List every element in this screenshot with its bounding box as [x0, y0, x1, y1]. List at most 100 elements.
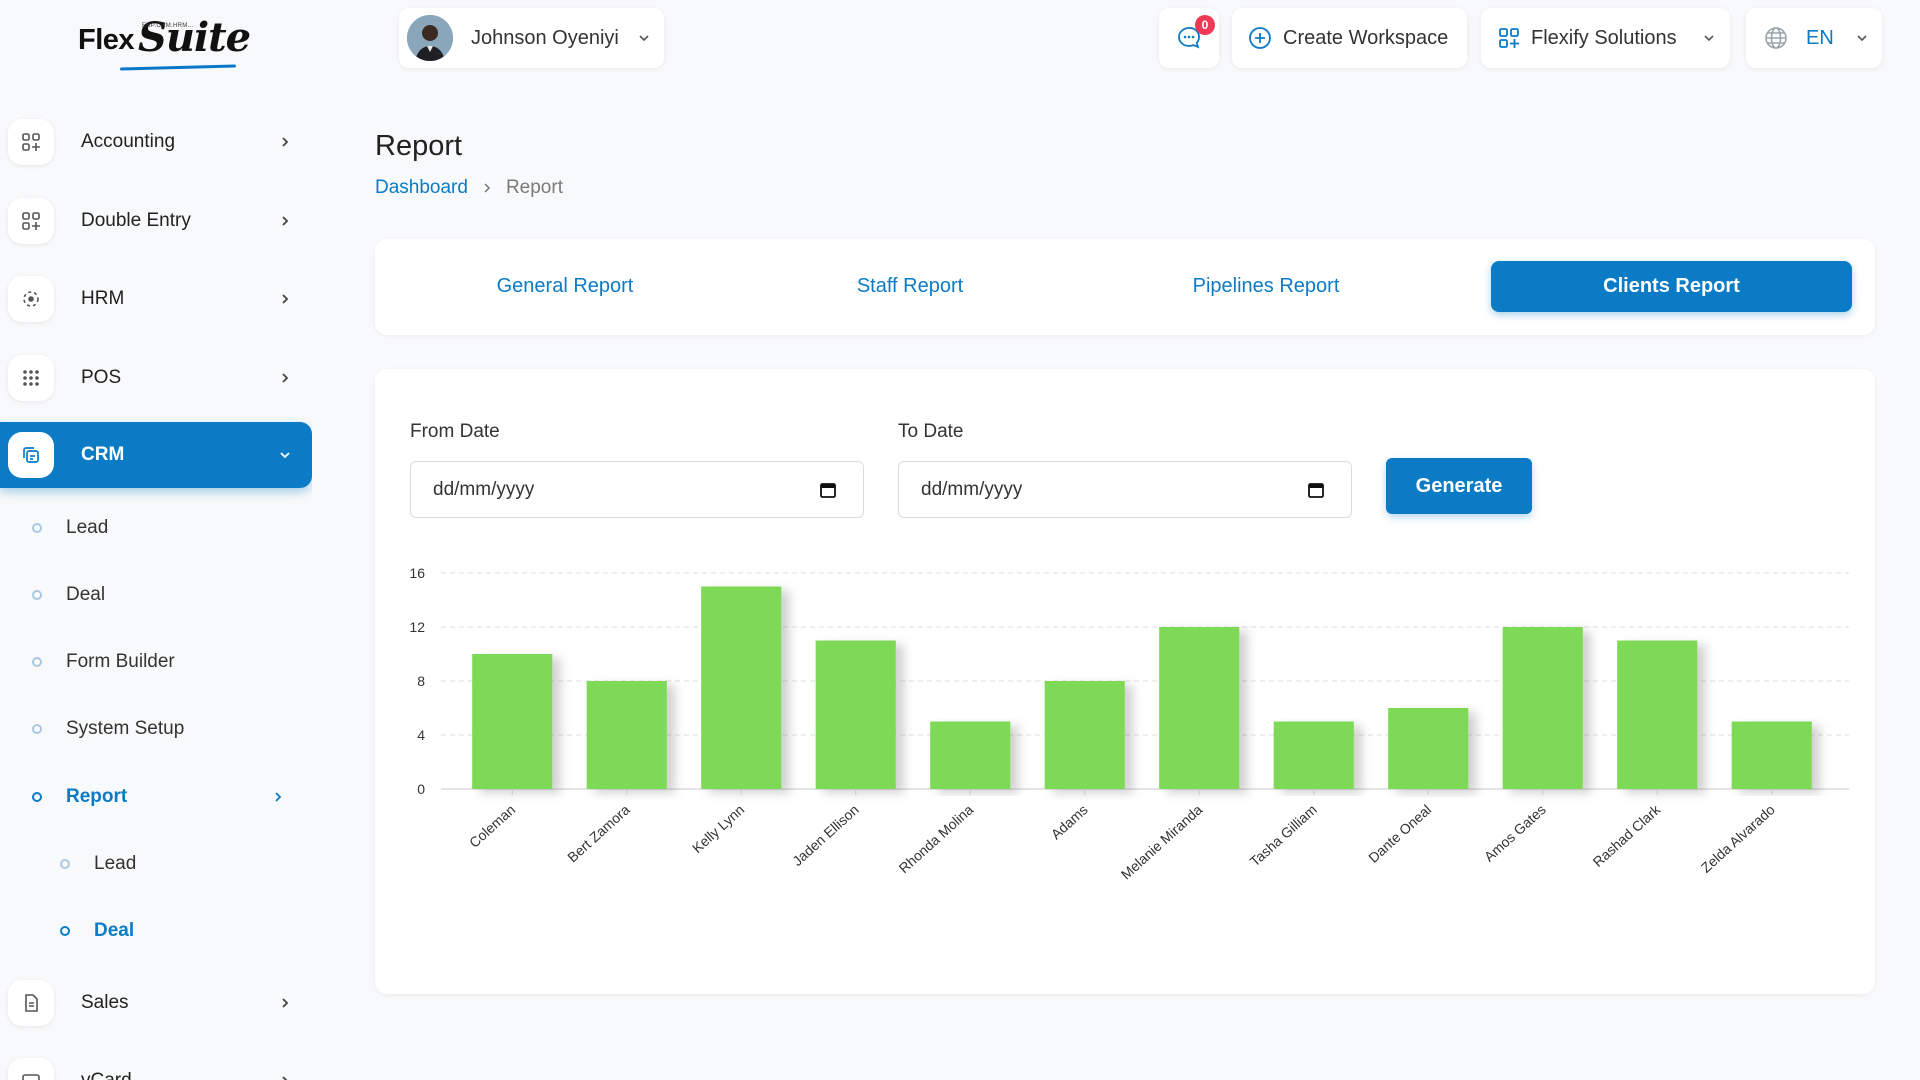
sidebar-item-label: HRM	[81, 288, 125, 309]
grid-dots-icon	[8, 355, 54, 401]
bar-rashad-clark	[1617, 640, 1698, 789]
x-tick-label: Amos Gates	[1481, 801, 1549, 864]
y-tick-label: 4	[417, 727, 425, 743]
calendar-icon[interactable]	[1307, 481, 1325, 499]
sidebar-subitem-label: Deal	[66, 584, 106, 605]
bar-adams	[1044, 681, 1125, 789]
bar-coleman	[472, 654, 553, 789]
logo-tagline: ERP.CRM.HRM...	[142, 23, 194, 29]
sidebar-subitem-form-builder[interactable]: Form Builder	[0, 642, 312, 682]
sidebar-subitem-deal[interactable]: Deal	[0, 575, 312, 615]
bullet-icon	[32, 792, 42, 802]
bar-rhonda-molina	[930, 721, 1011, 789]
notification-badge: 0	[1195, 15, 1215, 35]
x-tick-label: Rhonda Molina	[896, 801, 977, 876]
sidebar-item-label: Sales	[81, 992, 129, 1013]
chevron-right-icon	[282, 137, 289, 147]
sidebar-item-label: Accounting	[81, 131, 176, 152]
from-date-value: dd/mm/yyyy	[433, 478, 535, 500]
apps-add-icon	[8, 198, 54, 244]
chevron-down-icon	[1704, 35, 1714, 42]
y-tick-label: 16	[409, 565, 425, 581]
x-tick-label: Kelly Lynn	[689, 801, 747, 856]
page-title: Report	[375, 130, 463, 162]
breadcrumb-current: Report	[505, 177, 563, 198]
chevron-right-icon	[282, 216, 289, 226]
user-menu[interactable]: Johnson Oyeniyi	[399, 8, 664, 68]
tab-general-report[interactable]: General Report	[496, 275, 634, 297]
sidebar-subitem-label: Lead	[94, 853, 137, 874]
logo-underline	[119, 64, 237, 71]
x-tick-label: Melanie Miranda	[1118, 801, 1206, 882]
bar-zelda-alvarado	[1731, 721, 1812, 789]
sidebar-subitem-report[interactable]: Report	[0, 777, 312, 817]
chevron-right-icon	[282, 373, 289, 383]
chevron-right-icon	[282, 998, 289, 1008]
x-tick-label: Coleman	[466, 801, 518, 850]
sidebar-subitem-label: Lead	[66, 517, 109, 538]
sidebar-subitem-lead[interactable]: Lead	[0, 508, 312, 548]
from-date-label: From Date	[410, 421, 500, 442]
bar-melanie-miranda	[1159, 627, 1240, 789]
dots-circle-icon	[8, 276, 54, 322]
sidebar-item-label: CRM	[81, 444, 125, 465]
bar-bert-zamora	[586, 681, 667, 789]
chevron-down-icon	[280, 452, 290, 459]
bar-dante-oneal	[1388, 708, 1469, 789]
breadcrumb: Dashboard Report	[375, 177, 563, 199]
y-tick-label: 12	[409, 619, 425, 635]
create-workspace-button[interactable]: Create Workspace	[1232, 8, 1467, 68]
sidebar-item-pos[interactable]: POS	[0, 345, 312, 411]
to-date-input[interactable]: dd/mm/yyyy	[898, 461, 1352, 518]
sidebar-subitem-report-deal[interactable]: Deal	[0, 911, 312, 951]
language-code: EN	[1806, 26, 1834, 49]
bar-kelly-lynn	[701, 586, 782, 789]
tab-staff-report[interactable]: Staff Report	[856, 275, 964, 297]
x-tick-label: Tasha Gilliam	[1247, 801, 1320, 869]
sidebar-subitem-label: Deal	[94, 920, 135, 941]
generate-button[interactable]: Generate	[1386, 458, 1532, 514]
globe-icon	[1765, 27, 1787, 49]
y-tick-label: 0	[417, 781, 425, 797]
from-date-input[interactable]: dd/mm/yyyy	[410, 461, 864, 518]
card-icon	[8, 1058, 54, 1080]
chevron-right-icon	[484, 183, 491, 193]
calendar-icon[interactable]	[819, 481, 837, 499]
sidebar-subitem-system-setup[interactable]: System Setup	[0, 709, 312, 749]
tab-pipelines-report[interactable]: Pipelines Report	[1192, 275, 1340, 297]
messages-button[interactable]: 0	[1159, 8, 1219, 68]
clients-bar-chart: 0 4 8 12 16 Coleman Bert Zamora Kelly Lynn Jaden…	[409, 565, 1849, 882]
bullet-icon	[60, 926, 70, 936]
x-tick-label: Dante Oneal	[1365, 801, 1434, 865]
sidebar-item-label: vCard	[81, 1070, 132, 1080]
chat-icon	[1178, 27, 1200, 49]
app-logo[interactable]: Flex Suite ERP.CRM.HRM...	[78, 14, 251, 74]
breadcrumb-dashboard-link[interactable]: Dashboard	[375, 177, 468, 198]
logo-text-suite: Suite	[138, 14, 251, 61]
x-tick-label: Adams	[1048, 801, 1091, 842]
sidebar-subitem-report-lead[interactable]: Lead	[0, 844, 312, 884]
create-workspace-label: Create Workspace	[1283, 26, 1449, 49]
tab-clients-report[interactable]: Clients Report	[1491, 261, 1852, 312]
bullet-icon	[32, 523, 42, 533]
sidebar-subitem-label: Form Builder	[66, 651, 175, 672]
x-tick-label: Jaden Ellison	[789, 801, 862, 869]
sidebar-item-sales[interactable]: Sales	[0, 970, 312, 1036]
report-tabs: General Report Staff Report Pipelines Re…	[375, 239, 1875, 335]
avatar	[407, 15, 453, 61]
sidebar-item-vcard[interactable]: vCard	[0, 1048, 312, 1080]
company-name: Flexify Solutions	[1531, 26, 1677, 49]
sidebar-subitem-label: System Setup	[66, 718, 185, 739]
bullet-icon	[32, 724, 42, 734]
chevron-down-icon	[1857, 35, 1867, 42]
sidebar-item-hrm[interactable]: HRM	[0, 266, 312, 332]
chevron-right-icon	[275, 792, 282, 802]
sidebar-item-crm[interactable]: CRM	[0, 422, 312, 488]
to-date-label: To Date	[898, 421, 964, 442]
language-switcher[interactable]: EN	[1746, 8, 1882, 68]
sidebar-item-double-entry[interactable]: Double Entry	[0, 188, 312, 254]
file-icon	[8, 980, 54, 1026]
sidebar-item-accounting[interactable]: Accounting	[0, 109, 312, 175]
company-switcher[interactable]: Flexify Solutions	[1481, 8, 1730, 68]
apps-add-icon	[1499, 28, 1519, 48]
